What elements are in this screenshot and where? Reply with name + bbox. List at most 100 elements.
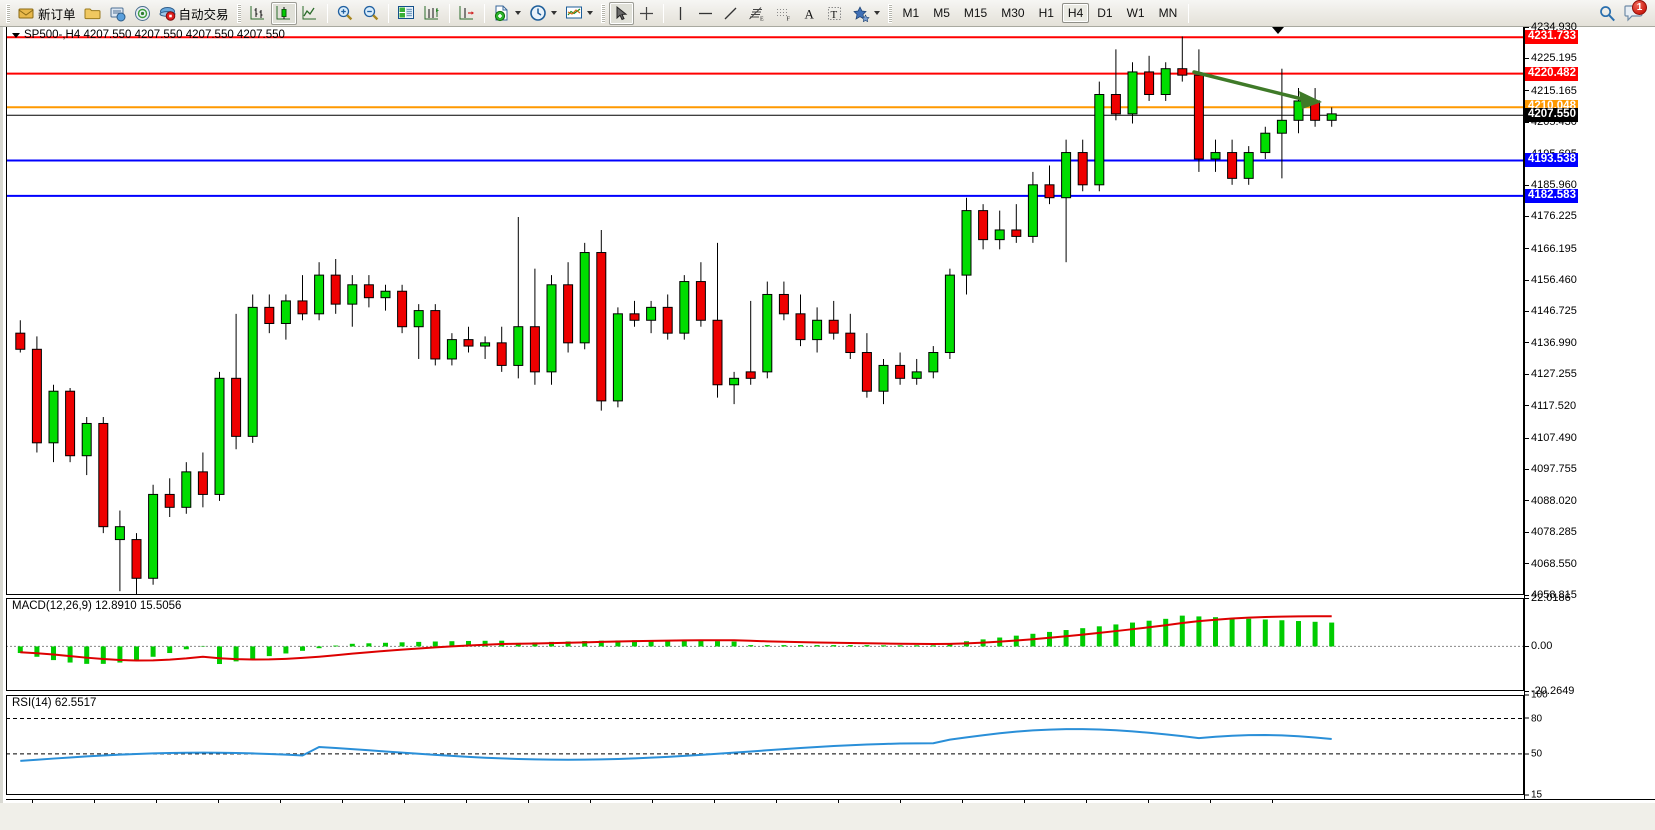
toolbar-separator-6 — [1188, 3, 1190, 23]
candle — [612, 307, 623, 408]
templates-caret-icon[interactable] — [514, 11, 521, 15]
candle — [563, 262, 574, 353]
bar-chart-button[interactable] — [245, 2, 271, 25]
line-chart-icon — [302, 6, 316, 20]
folder-button[interactable] — [80, 2, 105, 25]
timeframe-grip[interactable] — [887, 3, 892, 23]
chart-area[interactable]: SP500-,H4 4207.550 4207.550 4207.550 420… — [0, 21, 1655, 830]
timeframe-m30[interactable]: M30 — [1001, 6, 1025, 20]
cursor-icon — [616, 5, 627, 20]
notifications-button[interactable]: 1 — [1624, 0, 1647, 23]
indicators-caret-icon[interactable] — [586, 11, 593, 15]
templates-button[interactable] — [489, 2, 525, 25]
toolbar-right-group: 1 — [1598, 0, 1653, 23]
shapes-button[interactable] — [847, 2, 884, 25]
candle — [280, 294, 291, 340]
time-tick — [1210, 800, 1211, 805]
time-tick — [280, 800, 281, 805]
time-tick — [1024, 800, 1025, 805]
time-tick — [1148, 800, 1149, 805]
toolbar-grip[interactable] — [6, 3, 10, 23]
chart-title: SP500-,H4 4207.550 4207.550 4207.550 420… — [12, 29, 285, 41]
candle — [413, 304, 424, 359]
channel-button[interactable]: F — [770, 2, 797, 25]
timeframe-w1[interactable]: W1 — [1126, 6, 1145, 20]
timeframe-mn[interactable]: MN — [1158, 6, 1178, 20]
timeframe-d1[interactable]: D1 — [1097, 6, 1113, 20]
timeframe-m5[interactable]: M5 — [933, 6, 950, 20]
autotrading-button[interactable]: 自动交易 — [155, 2, 233, 25]
price-tick: 4117.520 — [1525, 400, 1576, 412]
candle — [878, 358, 889, 405]
chart-collapse-icon[interactable] — [12, 32, 20, 38]
candle — [297, 275, 308, 321]
fibonacci-button[interactable]: E — [743, 2, 770, 25]
data-window-button[interactable] — [419, 2, 445, 25]
price-label-support[interactable]: 4193.538 — [1525, 153, 1578, 168]
candle — [1027, 171, 1038, 243]
signal-button[interactable] — [130, 2, 155, 25]
candle — [895, 352, 906, 385]
chart-type-grip[interactable] — [236, 3, 241, 23]
vline-icon — [679, 6, 681, 20]
price-chart-canvas[interactable] — [6, 27, 1524, 595]
price-label-current-price[interactable]: 4207.550 — [1525, 108, 1578, 123]
price-tick: 4107.490 — [1525, 432, 1577, 444]
candle — [496, 326, 507, 372]
cursor-button[interactable] — [608, 1, 634, 25]
trendline-button[interactable] — [718, 2, 743, 25]
shapes-caret-icon[interactable] — [873, 11, 880, 15]
new-order-button[interactable]: 新订单 — [14, 2, 80, 25]
folder-icon — [84, 8, 101, 19]
shift-end-button[interactable] — [454, 2, 480, 25]
price-label-support[interactable]: 4182.583 — [1525, 188, 1578, 203]
candle — [181, 462, 192, 514]
text-icon: A — [804, 6, 814, 21]
search-icon[interactable] — [1598, 4, 1617, 23]
publish-button[interactable] — [105, 2, 130, 25]
tile-windows-button[interactable] — [393, 2, 419, 25]
price-label-resistance[interactable]: 4231.733 — [1525, 30, 1578, 45]
price-pane[interactable]: SP500-,H4 4207.550 4207.550 4207.550 420… — [6, 27, 1524, 595]
macd-pane[interactable]: MACD(12,26,9) 12.8910 15.5056 — [6, 598, 1524, 691]
candle — [1193, 49, 1204, 172]
notification-count: 1 — [1632, 0, 1647, 15]
candle — [662, 294, 673, 340]
data-window-icon — [424, 6, 439, 20]
horizontal-line-button[interactable] — [693, 2, 718, 25]
zoom-out-button[interactable] — [358, 2, 384, 25]
drawing-grip[interactable] — [600, 3, 605, 23]
line-chart-button[interactable] — [297, 2, 323, 25]
candlestick-chart-button[interactable] — [270, 1, 297, 25]
bar-chart-icon — [250, 6, 264, 20]
period-caret-icon[interactable] — [550, 11, 557, 15]
price-label-resistance[interactable]: 4220.482 — [1525, 66, 1578, 81]
candle — [1061, 139, 1072, 263]
timeframe-m1[interactable]: M1 — [902, 6, 920, 20]
price-tick: 4185.960 — [1525, 179, 1577, 191]
candle — [314, 262, 325, 321]
timeframe-h1[interactable]: H1 — [1038, 6, 1054, 20]
rsi-pane[interactable]: RSI(14) 62.5517 — [6, 695, 1524, 795]
text-button[interactable]: A — [797, 2, 822, 25]
zoom-in-icon — [337, 5, 352, 21]
timeframe-h4[interactable]: H4 — [1061, 3, 1090, 23]
price-axis[interactable]: 4234.9304225.1954215.1654205.4304195.695… — [1524, 21, 1655, 801]
rsi-tick: 80 — [1525, 713, 1542, 724]
candle — [1260, 126, 1271, 160]
crosshair-button[interactable] — [634, 2, 659, 25]
candle — [778, 281, 789, 321]
time-tick — [652, 800, 653, 805]
indicators-button[interactable] — [561, 2, 597, 25]
zoom-out-icon — [363, 5, 378, 21]
period-button[interactable] — [525, 2, 561, 25]
candle — [596, 229, 607, 411]
zoom-in-button[interactable] — [332, 2, 358, 25]
candle — [994, 210, 1005, 250]
macd-chart-canvas[interactable] — [6, 598, 1524, 691]
candle — [978, 204, 989, 250]
rsi-chart-canvas[interactable] — [6, 695, 1524, 795]
label-button[interactable]: T — [822, 2, 847, 25]
timeframe-m15[interactable]: M15 — [963, 6, 988, 20]
vertical-line-button[interactable] — [668, 2, 693, 25]
